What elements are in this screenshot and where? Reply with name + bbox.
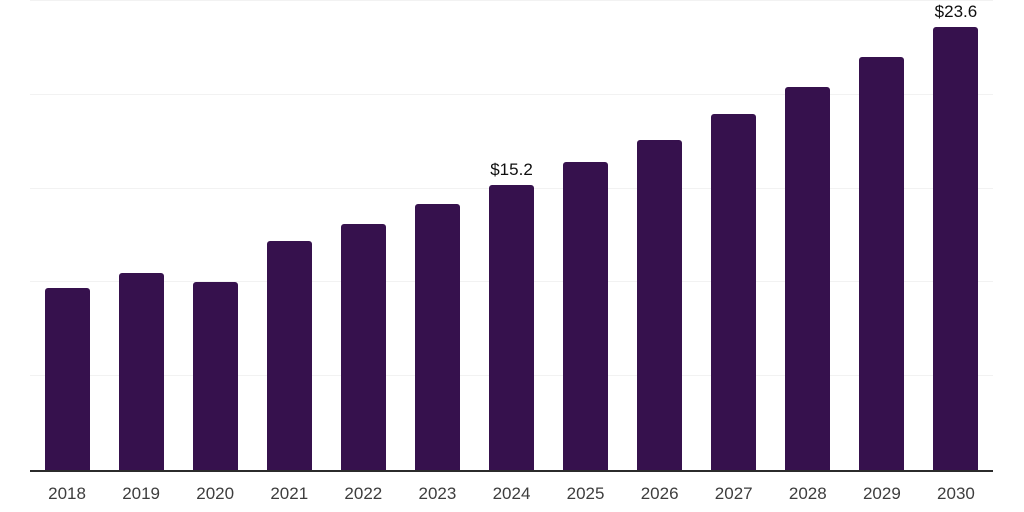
bar-2030 bbox=[933, 27, 979, 470]
x-tick-label-2022: 2022 bbox=[344, 484, 383, 503]
bar-2023 bbox=[414, 203, 460, 470]
bar-2024 bbox=[489, 184, 534, 470]
x-tick-label-2028: 2028 bbox=[788, 484, 827, 503]
x-tick-label-2020: 2020 bbox=[196, 484, 235, 503]
bar-2021 bbox=[266, 241, 312, 470]
bar-2027 bbox=[711, 113, 757, 470]
data-label-2030: $23.6 bbox=[934, 2, 978, 22]
x-tick-label-2019: 2019 bbox=[122, 484, 161, 503]
bar-2025 bbox=[563, 162, 609, 470]
x-tick-label-2026: 2026 bbox=[640, 484, 679, 503]
data-label-2024: $15.2 bbox=[490, 159, 533, 179]
x-tick-label-2029: 2029 bbox=[862, 484, 901, 503]
plot-area: $15.2 $23.6 bbox=[30, 0, 993, 470]
bar-2028 bbox=[785, 87, 831, 470]
bar-2026 bbox=[637, 139, 683, 470]
x-tick-label-2030: 2030 bbox=[937, 484, 975, 503]
bar-2029 bbox=[859, 57, 905, 470]
bar-2020 bbox=[192, 282, 238, 470]
bar-2018 bbox=[44, 288, 90, 470]
bar-2019 bbox=[118, 273, 164, 470]
x-tick-label-2021: 2021 bbox=[270, 484, 309, 503]
x-tick-label-2025: 2025 bbox=[566, 484, 605, 503]
bar-2022 bbox=[340, 224, 386, 470]
x-tick-label-2027: 2027 bbox=[714, 484, 753, 503]
gridline-20 bbox=[30, 93, 993, 95]
x-tick-label-2023: 2023 bbox=[418, 484, 457, 503]
x-axis-line bbox=[30, 470, 993, 472]
x-tick-label-2018: 2018 bbox=[48, 484, 86, 503]
x-tick-label-2024: 2024 bbox=[492, 484, 531, 503]
gridline-25 bbox=[30, 0, 993, 1]
